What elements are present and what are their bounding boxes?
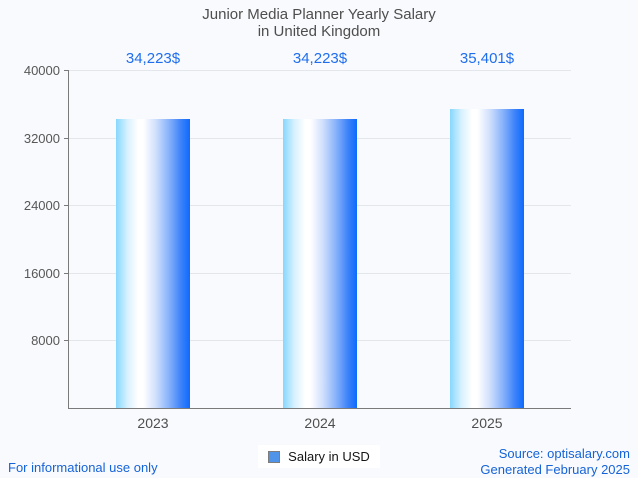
x-axis-label: 2024 bbox=[304, 415, 336, 431]
source-text: Source: optisalary.com bbox=[498, 446, 630, 461]
legend: Salary in USD bbox=[0, 445, 638, 468]
generated-text: Generated February 2025 bbox=[480, 462, 630, 477]
legend-label: Salary in USD bbox=[288, 449, 370, 464]
source-info: Source: optisalary.com Generated Februar… bbox=[480, 446, 630, 478]
y-axis-label: 32000 bbox=[23, 131, 60, 146]
bar-2025 bbox=[450, 109, 524, 408]
bar-value-label: 35,401$ bbox=[459, 50, 515, 67]
x-axis-label: 2023 bbox=[137, 415, 169, 431]
x-axis-label: 2025 bbox=[471, 415, 503, 431]
bar-value-label: 34,223$ bbox=[125, 50, 181, 67]
gridline-40000 bbox=[69, 70, 571, 71]
disclaimer-text: For informational use only bbox=[8, 460, 158, 475]
y-axis-tick bbox=[64, 205, 69, 206]
y-axis-label: 40000 bbox=[23, 63, 60, 78]
chart-title-line1: Junior Media Planner Yearly Salary bbox=[202, 6, 436, 23]
plot-area: 40000 32000 24000 16000 8000 34,223$ 34,… bbox=[24, 50, 571, 431]
y-axis-label: 8000 bbox=[31, 333, 60, 348]
bar-2024 bbox=[283, 119, 357, 408]
y-axis-tick bbox=[64, 138, 69, 139]
y-axis-tick bbox=[64, 70, 69, 71]
bar-value-label: 34,223$ bbox=[292, 50, 348, 67]
legend-marker-icon bbox=[268, 450, 281, 463]
y-axis-label: 16000 bbox=[23, 266, 60, 281]
legend-box: Salary in USD bbox=[258, 445, 380, 468]
y-axis-tick bbox=[64, 340, 69, 341]
y-axis-label: 24000 bbox=[23, 198, 60, 213]
chart-title-line2: in United Kingdom bbox=[257, 23, 381, 40]
bar-2023 bbox=[116, 119, 190, 408]
y-axis-tick bbox=[64, 273, 69, 274]
